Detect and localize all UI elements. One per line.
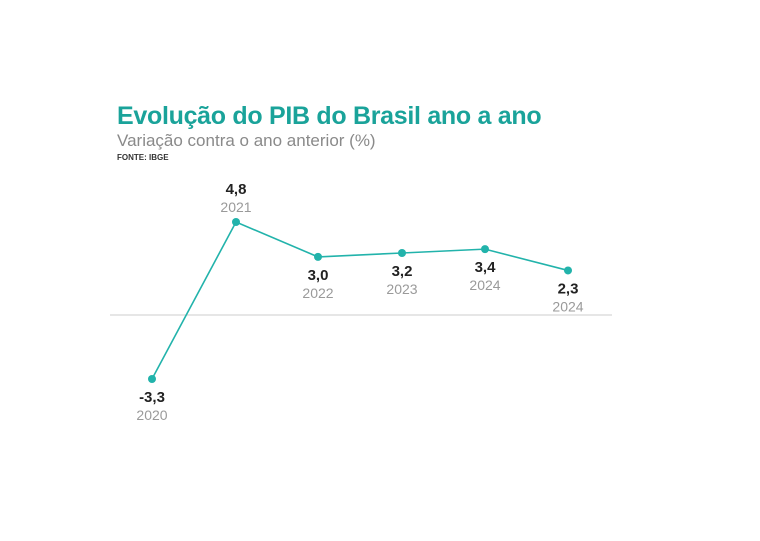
year-label-4: 2024 (469, 277, 500, 293)
value-label-4: 3,4 (475, 259, 497, 276)
data-point-0 (148, 375, 156, 383)
year-label-3: 2023 (386, 281, 417, 297)
data-point-1 (232, 218, 240, 226)
data-point-4 (481, 245, 489, 254)
value-label-2: 3,0 (308, 267, 329, 284)
year-label-2: 2022 (302, 285, 333, 301)
data-point-2 (314, 252, 322, 261)
value-label-0: -3,3 (139, 389, 165, 406)
value-label-1: 4,8 (226, 181, 247, 198)
chart-title: Evolução do PIB do Brasil ano a ano (117, 102, 542, 130)
chart-source: FONTE: IBGE (117, 153, 169, 162)
series-line (151, 220, 569, 380)
data-points (148, 218, 572, 383)
chart-subtitle: Variação contra o ano anterior (%) (117, 131, 376, 150)
value-label-3: 3,2 (392, 263, 413, 280)
year-label-1: 2021 (220, 199, 251, 215)
data-point-5 (564, 266, 572, 275)
data-point-3 (398, 249, 406, 258)
value-label-5: 2,3 (558, 280, 579, 297)
year-label-0: 2020 (136, 407, 167, 423)
year-label-5: 2024 (552, 298, 583, 314)
